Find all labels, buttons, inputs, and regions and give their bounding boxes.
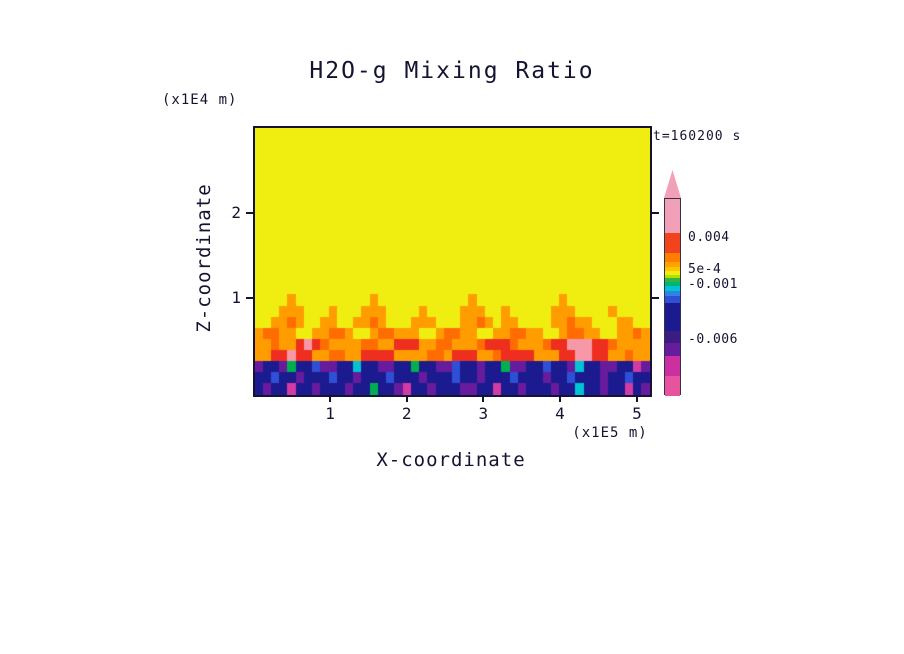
colorbar-label: -0.006 [688,332,738,348]
x-tick-label: 3 [478,404,489,423]
y-tick-mark-right [652,211,659,214]
x-tick-mark [635,395,638,402]
x-tick-mark [482,395,485,402]
x-tick-mark [329,395,332,402]
colorbar-segment [665,343,680,356]
x-tick-mark [558,395,561,402]
x-tick-label: 4 [555,404,565,423]
colorbar-label: 0.004 [688,229,730,245]
colorbar-segment [665,296,680,303]
x-tick-label: 2 [401,404,412,423]
colorbar-segment [665,356,680,376]
timestamp-label: t=160200 s [653,129,742,144]
colorbar-segment [665,286,680,291]
x-tick-label: 1 [325,404,335,423]
x-axis-unit-label: (x1E5 m) [572,425,648,441]
colorbar-segment [665,331,680,343]
colorbar-segment [665,262,680,267]
colorbar-segment [665,376,680,396]
colorbar-segment [665,303,680,331]
colorbar-segment [665,282,680,286]
colorbar-segment [665,199,680,233]
x-axis-title: X-coordinate [376,449,526,471]
y-tick-mark [246,211,253,214]
colorbar-segment [665,278,680,282]
y-axis-unit-label: (x1E4 m) [162,92,238,108]
x-tick-mark [405,395,408,402]
heatmap-canvas [255,128,650,395]
colorbar-segment [665,291,680,296]
y-axis-title: Z-coordinate [193,183,215,333]
colorbar-label: 5e-4 [688,261,722,277]
x-tick-label: 5 [632,404,642,423]
colorbar [664,170,681,396]
page-title: H2O-g Mixing Ratio [309,58,595,84]
y-tick-mark [246,297,253,300]
colorbar-scale [664,198,681,396]
colorbar-segment [665,233,680,253]
colorbar-segment [665,267,680,271]
colorbar-segment [665,253,680,262]
y-tick-label: 2 [231,202,241,222]
y-tick-mark-right [652,297,659,300]
colorbar-segment [665,275,680,278]
plot-area [253,126,652,397]
colorbar-segment [665,271,680,275]
colorbar-label: -0.001 [688,276,738,292]
y-tick-label: 1 [231,288,241,308]
colorbar-arrow-icon [664,170,681,198]
